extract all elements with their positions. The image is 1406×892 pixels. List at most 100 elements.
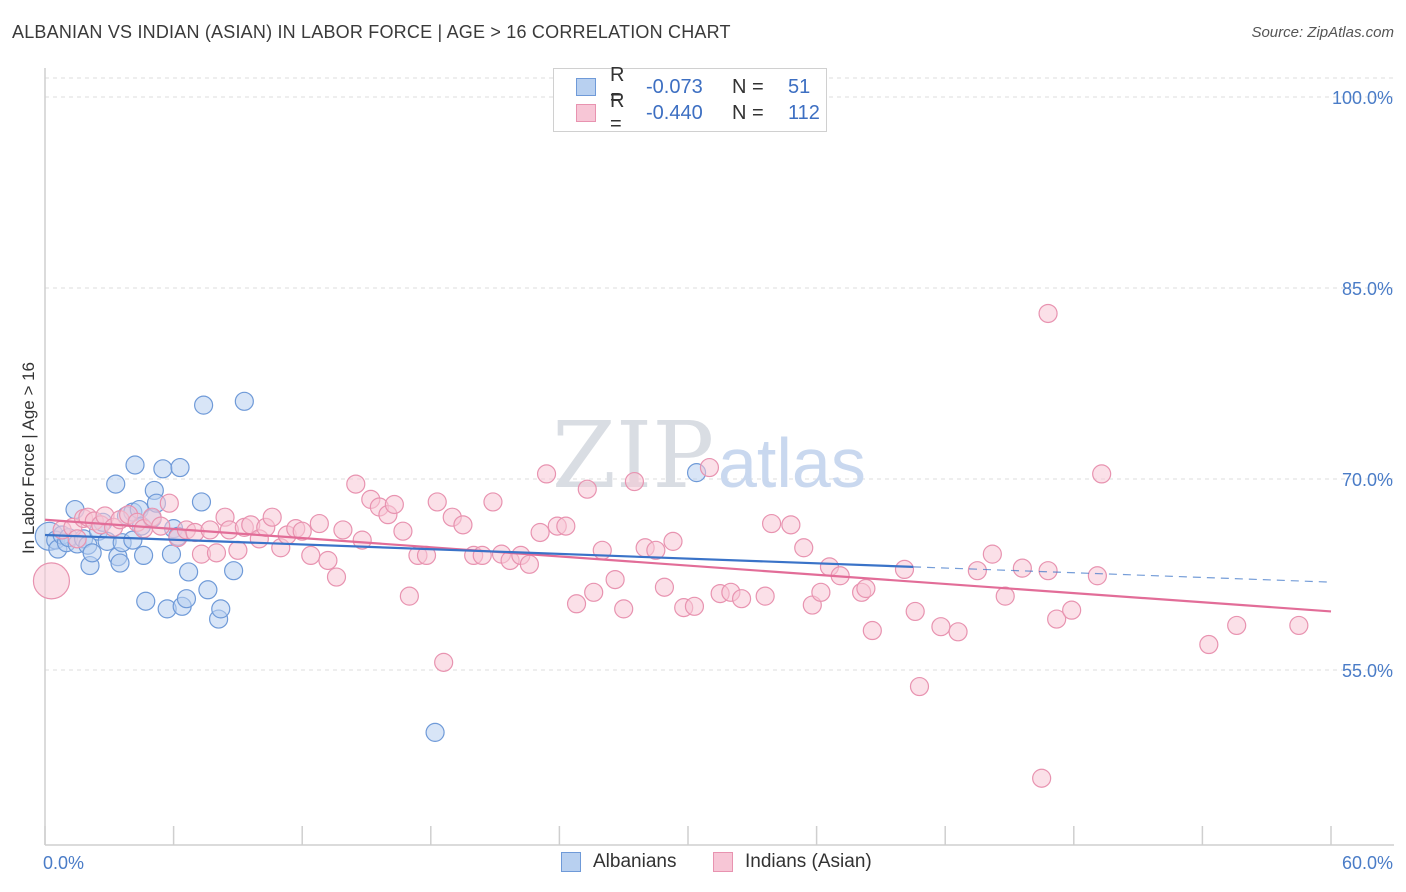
indian-point-77 [684,596,705,616]
indian-point-109 [1199,634,1219,655]
legend-n-label: N = [732,101,764,124]
legend-r-label: R = [610,64,625,109]
y-tick-label-2: 70.0% [1342,470,1393,490]
legend: R = -0.073 N = 51 R = -0.440 N = 112 [553,64,827,135]
albanian-point-17 [110,553,130,573]
indian-point-0 [32,562,71,600]
indian-point-97 [948,622,968,642]
indian-point-73 [646,540,666,560]
bottom-legend-label-indians: Indians (Asian) [745,851,872,872]
indian-point-66 [577,479,597,499]
albanian-point-35 [170,457,190,478]
indian-point-84 [781,515,801,535]
albanian-point-38 [179,562,199,582]
indian-point-71 [624,471,645,492]
legend-swatch-indians [576,104,596,122]
indian-point-55 [472,545,492,566]
albanian-point-41 [198,580,218,600]
albanian-point-22 [125,455,145,475]
indian-point-92 [862,620,882,641]
source-credit: Source: ZipAtlas.com [1251,24,1394,41]
indian-point-46 [393,521,413,541]
indian-point-111 [1289,615,1309,636]
indian-point-53 [453,515,473,535]
indian-point-99 [982,544,1002,564]
indian-point-83 [761,513,782,534]
indian-point-3 [67,529,87,549]
indian-point-70 [614,599,634,619]
indian-point-96 [931,617,951,637]
indian-point-40 [346,474,366,494]
albanian-point-11 [82,543,102,563]
albanian-point-26 [136,591,156,611]
indian-point-21 [200,520,220,540]
indian-point-34 [292,521,312,541]
indian-points [32,303,1309,788]
indian-point-35 [301,545,321,566]
indian-point-101 [1012,558,1032,578]
indian-point-38 [326,567,347,587]
axes [44,68,1394,846]
indian-point-25 [228,540,248,560]
indian-point-98 [967,561,987,581]
indian-trend-line [44,518,1332,613]
albanian-point-15 [106,474,126,494]
indian-point-60 [519,554,539,574]
indian-point-62 [536,464,557,484]
x-tick-label-0: 0.0% [43,853,84,873]
indian-point-93 [894,559,915,580]
x-tick-label-1: 60.0% [1342,853,1393,873]
albanian-point-45 [234,391,254,411]
chart-title: ALBANIAN VS INDIAN (ASIAN) IN LABOR FORC… [12,22,731,42]
trend-lines [44,518,1332,613]
albanian-point-32 [161,544,182,564]
indian-point-75 [663,531,683,551]
indian-point-100 [995,586,1015,606]
indian-point-85 [794,538,814,558]
indian-point-104 [1038,303,1058,324]
indian-point-102 [1032,768,1052,788]
indian-point-82 [755,586,775,606]
indian-point-16 [159,493,179,513]
bottom-legend-swatch-albanians [561,852,581,872]
indian-point-69 [605,569,625,590]
indian-point-108 [1092,464,1112,484]
indian-point-94 [905,601,925,622]
gridlines [45,77,1394,671]
legend-n-label: N = [732,75,764,98]
indian-point-110 [1227,615,1247,636]
indian-point-64 [556,516,576,536]
albanian-point-43 [211,599,231,619]
legend-r-value: -0.073 [646,75,703,98]
albanian-point-40 [194,395,214,415]
indian-point-50 [427,492,447,512]
indian-point-91 [856,578,876,599]
indian-point-107 [1087,566,1107,586]
indian-point-74 [654,577,675,597]
indian-point-39 [333,520,353,540]
bottom-legend-albanians: Albanians [561,851,676,873]
indian-point-56 [483,492,503,512]
albanian-point-44 [224,561,244,581]
indian-point-45 [384,494,404,515]
indian-point-15 [151,516,171,536]
y-tick-label-0: 100.0% [1332,88,1393,108]
indian-point-65 [566,594,587,614]
indian-point-36 [309,513,329,534]
y-tick-label-3: 55.0% [1342,661,1393,681]
indian-point-106 [1062,600,1082,620]
indian-point-103 [1038,561,1058,581]
legend-row-indians: R = -0.440 N = 112 [576,90,820,135]
albanian-point-39 [191,492,212,512]
indian-point-87 [811,582,831,602]
albanian-point-30 [153,459,173,479]
albanian-point-46 [425,722,445,742]
legend-swatch-albanians [576,78,596,96]
albanian-point-25 [133,545,154,566]
indian-point-78 [699,457,720,478]
bottom-legend: Albanians Indians (Asian) [0,851,1406,877]
y-axis-title: In Labor Force | Age > 16 [19,362,38,554]
indian-point-30 [262,507,282,527]
legend-r-value: -0.440 [646,101,703,124]
